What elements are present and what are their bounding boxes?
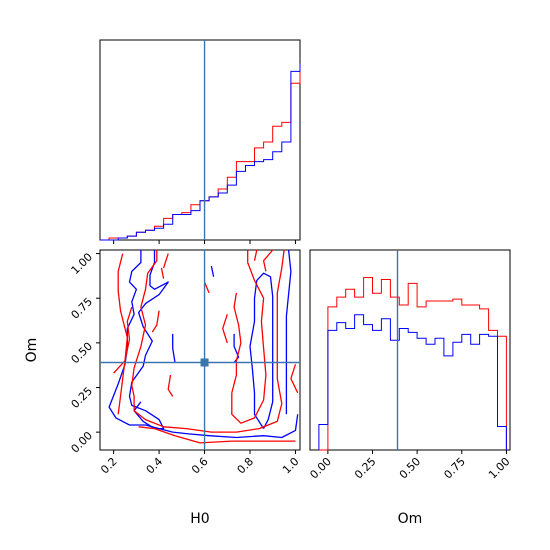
om-histogram-frame [309, 249, 511, 451]
om-histogram-xlabel: Om [398, 511, 423, 527]
contour-lines [108, 249, 299, 444]
contour-blue-line [285, 249, 292, 415]
om-histogram-tick-label: 0.50 [397, 455, 424, 482]
contour-red-line [231, 292, 242, 394]
om-histogram-ticks: 0.00 0.25 0.50 0.75 1.00 [307, 450, 513, 482]
contour-red-line [151, 310, 160, 333]
contour-x-tick-label: 1.0 [280, 455, 302, 477]
contour-red-line [160, 267, 165, 279]
contour-red-line [162, 253, 169, 269]
om-histogram-tick-label: 0.25 [352, 455, 379, 482]
contour-red-line [253, 249, 258, 261]
contour-red-line [138, 426, 296, 444]
contour-red-line [290, 364, 299, 394]
om-histogram-panel: 0.00 0.25 0.50 0.75 1.00 Om [307, 249, 513, 527]
contour-frame [99, 249, 301, 451]
contour-x-tick-label: 0.8 [235, 455, 257, 477]
contour-truth-marker [100, 250, 300, 450]
contour-blue-line [128, 250, 169, 430]
contour-red-line [262, 249, 274, 272]
contour-red-line [231, 250, 267, 424]
contour-y-tick-label: 0.75 [69, 295, 96, 322]
contour-y-tick-label: 0.50 [69, 340, 96, 367]
om-histogram-series [318, 277, 507, 451]
truth-marker [200, 358, 209, 367]
contour-red-line [222, 314, 228, 344]
h0-histogram-series [100, 63, 301, 241]
contour-x-tick-label: 0.4 [144, 455, 166, 477]
contour-red-line [167, 374, 174, 397]
contour-blue-line [108, 250, 299, 439]
contour-blue-line [210, 265, 215, 277]
om-histogram-tick-label: 1.00 [486, 455, 513, 482]
om-histogram-blue-series [318, 314, 507, 450]
h0-histogram-blue-series [100, 63, 301, 241]
contour-y-tick-label: 1.00 [69, 251, 96, 278]
contour-y-tick-label: 0.00 [69, 429, 96, 456]
contour-blue-line [172, 333, 176, 363]
contour-red-line [117, 306, 133, 415]
contour-blue-line [249, 272, 274, 429]
contour-xlabel: H0 [190, 511, 209, 527]
contour-red-line [131, 249, 285, 433]
h0-histogram-panel [99, 39, 301, 244]
om-histogram-red-series [318, 277, 507, 451]
contour-x-tick-label: 0.2 [98, 455, 120, 477]
contour-x-tick-label: 0.6 [189, 455, 211, 477]
contour-ylabel: Om [24, 338, 40, 363]
om-histogram-tick-label: 0.00 [307, 455, 334, 482]
contour-y-tick-label: 0.25 [69, 384, 96, 411]
contour-red-line [203, 281, 210, 294]
om-histogram-tick-label: 0.75 [441, 455, 468, 482]
h0-histogram-ticks [113, 240, 296, 244]
contour-panel: 0.2 0.4 0.6 0.8 1.0 0.00 0.25 0.50 0.75 1.00 H0 O… [24, 249, 302, 527]
